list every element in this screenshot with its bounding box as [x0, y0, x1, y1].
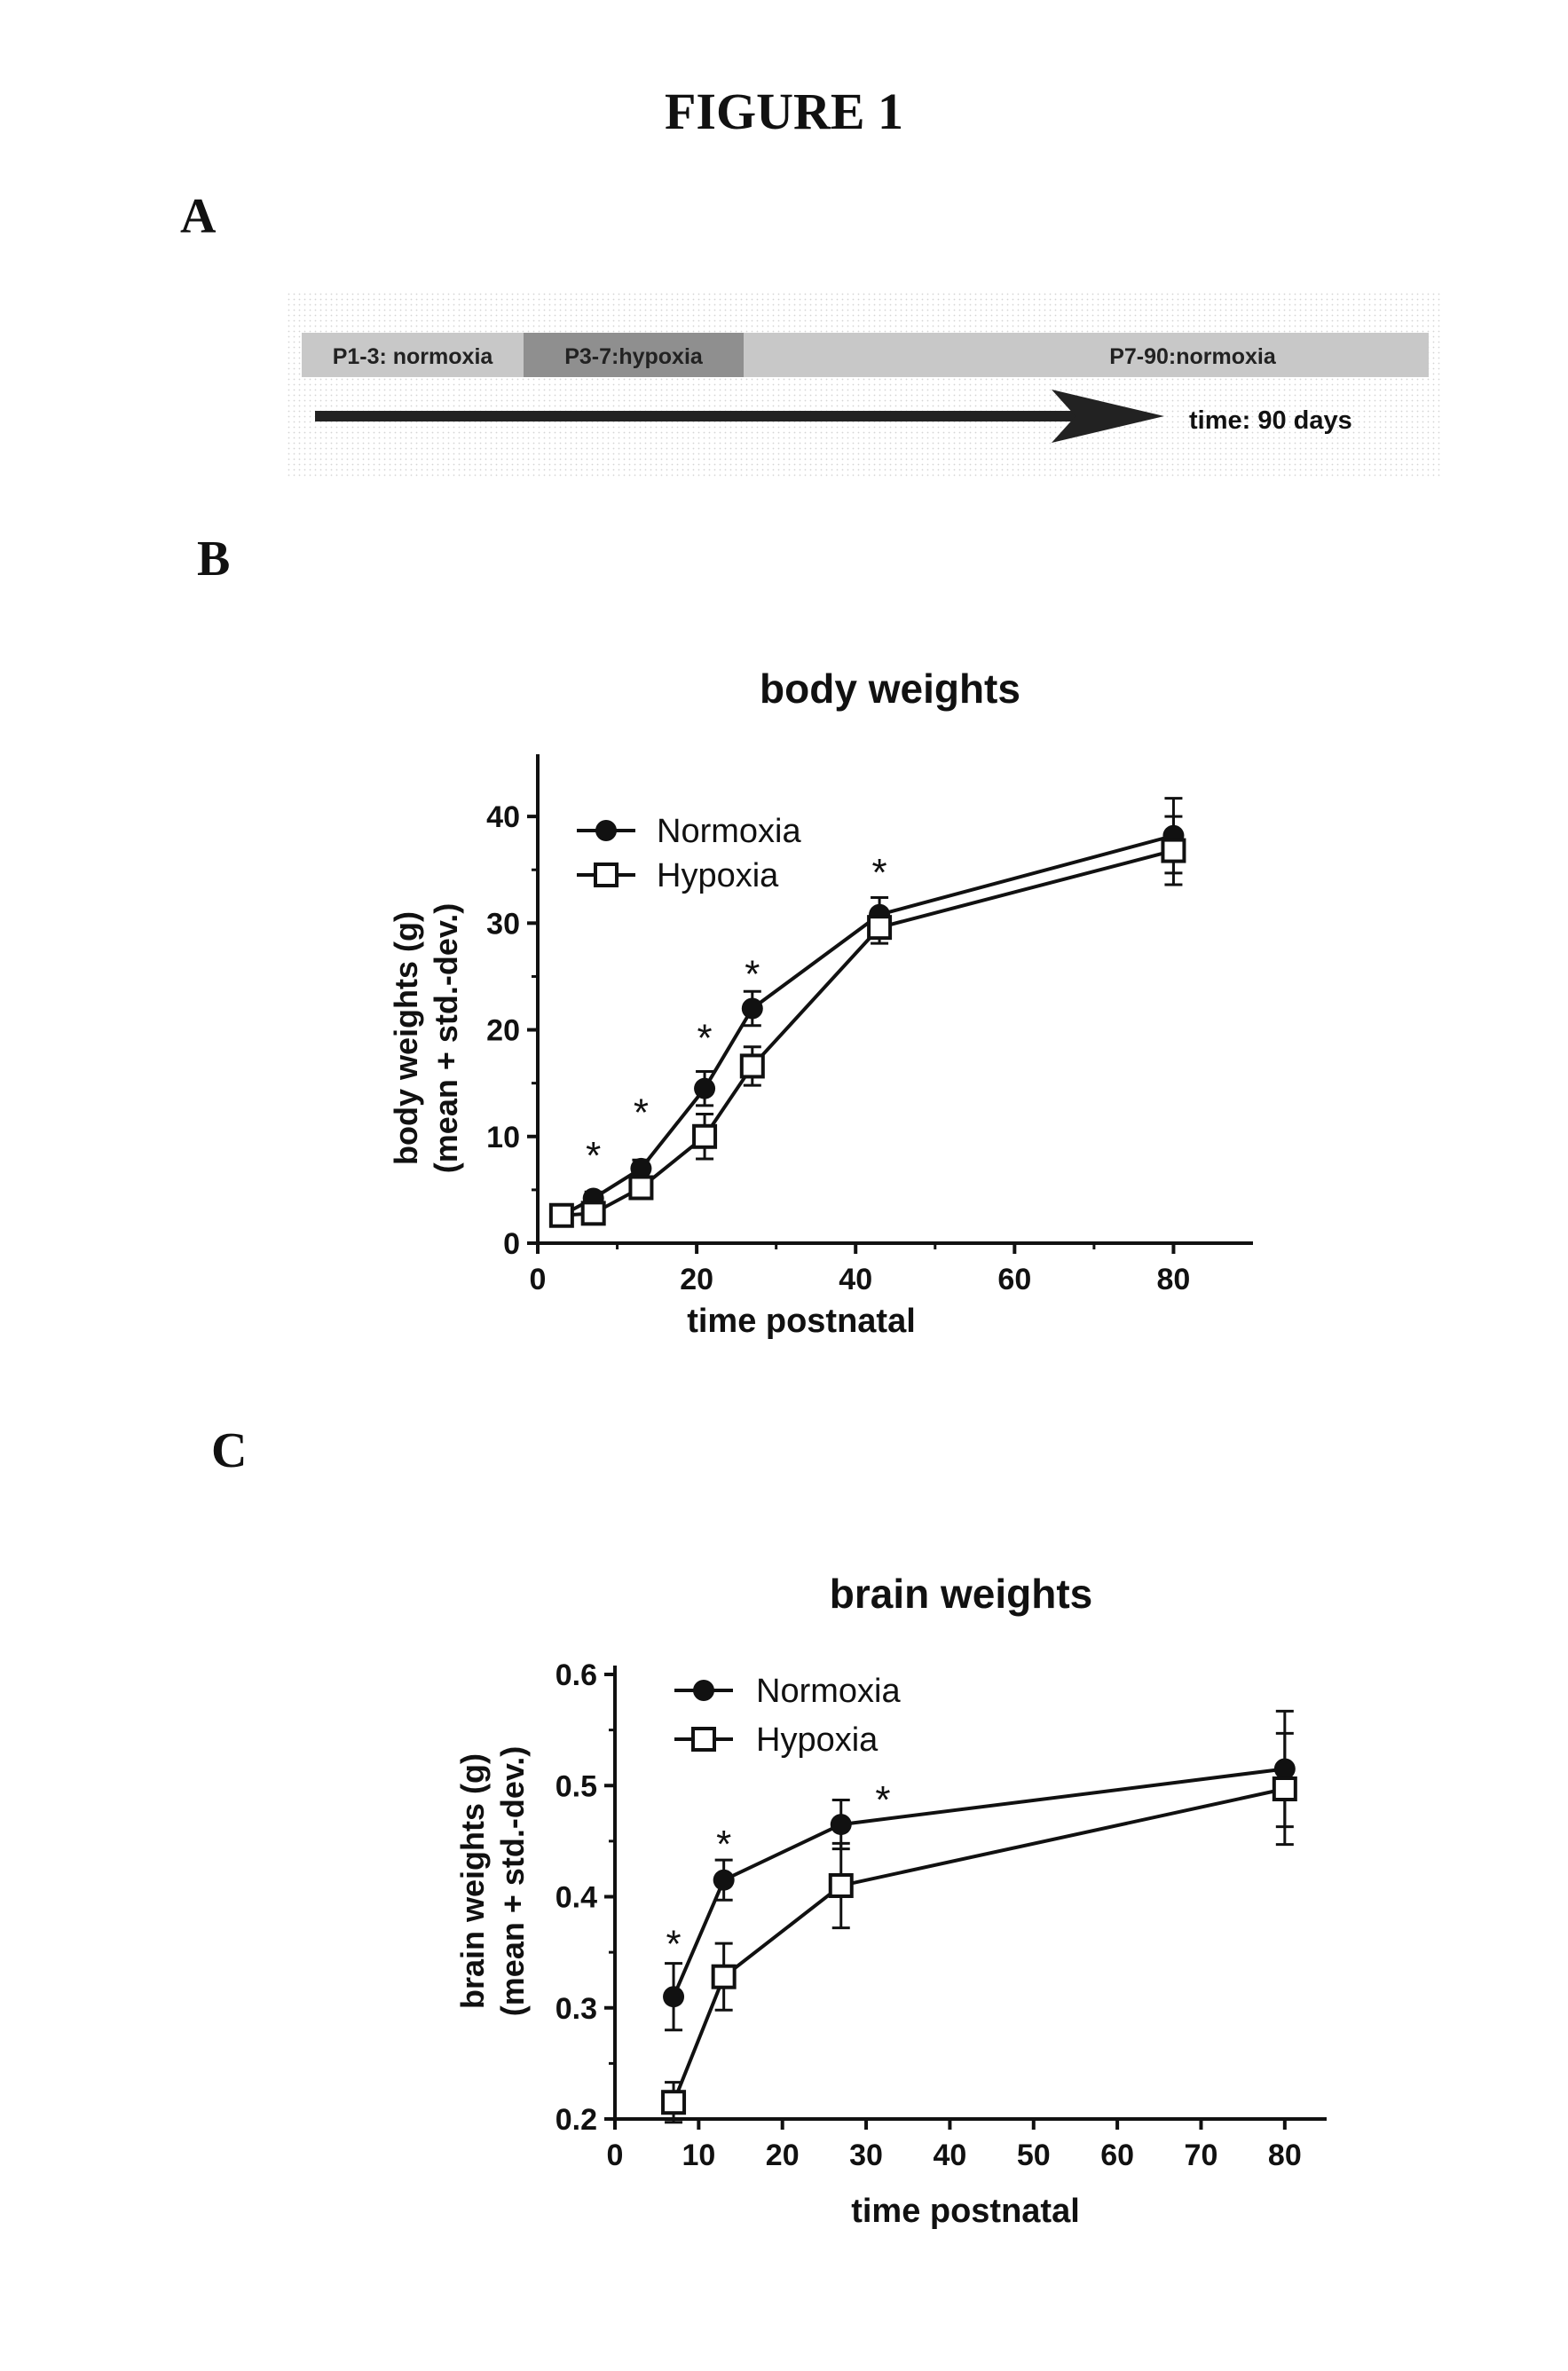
body-hypoxia-line: [562, 851, 1174, 1216]
timeline-background: [287, 291, 1440, 479]
brain-normoxia-point: [1274, 1758, 1296, 1779]
body-y-axis-label-line1: body weights (g): [388, 911, 424, 1165]
brain-y-tick-label: 0.6: [555, 1658, 597, 1692]
timeline-segments: P1-3: normoxia P3-7:hypoxia P7-90:normoxia: [302, 333, 1429, 377]
body-legend: Normoxia Hypoxia: [577, 813, 801, 894]
body-x-axis-label: time postnatal: [687, 1303, 916, 1340]
brain-legend-normoxia-label: Normoxia: [756, 1673, 901, 1710]
brain-normoxia-line: [674, 1768, 1285, 1997]
body-hypoxia-point: [869, 917, 890, 938]
body-x-tick-label: 60: [997, 1263, 1031, 1296]
brain-y-axis-label-line2: (mean + std.-dev.): [494, 1746, 531, 2016]
body-x-tick-label: 80: [1157, 1263, 1191, 1296]
brain-x-tick-label: 60: [1100, 2139, 1134, 2172]
timeline-diagram: P1-3: normoxia P3-7:hypoxia P7-90:normoxia…: [0, 0, 1568, 497]
brain-legend-hypoxia-label: Hypoxia: [756, 1721, 879, 1759]
brain-hypoxia-point: [713, 1966, 735, 1988]
body-hypoxia-point: [742, 1055, 763, 1076]
timeline-segment-label-2: P7-90:normoxia: [1109, 344, 1277, 369]
body-weights-chart: body weights 0 10 20 30 40 0 20 40 60 80 * * * * * tim…: [0, 621, 1568, 1375]
brain-x-tick-label: 70: [1185, 2139, 1218, 2172]
body-hypoxia-point: [583, 1202, 604, 1224]
body-hypoxia-point: [1162, 840, 1184, 862]
brain-hypoxia-point: [1274, 1778, 1296, 1800]
timeline-segment-2: [744, 333, 1429, 377]
body-x-tick-label: 40: [839, 1263, 872, 1296]
body-significance-marker: *: [697, 1017, 713, 1060]
brain-normoxia-point: [663, 1986, 684, 2007]
brain-y-tick-label: 0.2: [555, 2103, 597, 2137]
timeline-segment-label-0: P1-3: normoxia: [333, 344, 494, 369]
body-hypoxia-point: [630, 1177, 651, 1198]
timeline-segment-label-1: P3-7:hypoxia: [564, 344, 704, 369]
brain-y-tick-label: 0.3: [555, 1992, 597, 2026]
body-significance-marker: *: [586, 1134, 601, 1178]
brain-weights-chart: brain weights 0.2 0.3 0.4 0.5 0.6 0 10 20 30 40 50…: [0, 1526, 1568, 2289]
brain-x-tick-label: 0: [607, 2139, 624, 2172]
brain-legend-hypoxia-marker: [693, 1729, 714, 1750]
brain-x-tick-label: 10: [682, 2139, 715, 2172]
panel-label-b: B: [197, 531, 230, 587]
brain-chart-title: brain weights: [830, 1571, 1092, 1617]
body-y-tick-label: 20: [486, 1014, 520, 1048]
brain-significance-marker: *: [666, 1923, 681, 1966]
brain-x-tick-label: 50: [1017, 2139, 1051, 2172]
brain-x-tick-label: 30: [849, 2139, 883, 2172]
body-y-tick-label: 0: [503, 1227, 520, 1261]
body-legend-hypoxia-marker: [595, 864, 617, 886]
body-y-tick-label: 40: [486, 800, 520, 834]
body-legend-normoxia-marker: [595, 820, 617, 841]
body-hypoxia-point: [551, 1205, 572, 1226]
body-legend-normoxia-label: Normoxia: [657, 813, 801, 850]
brain-y-tick-label: 0.4: [555, 1881, 597, 1915]
brain-significance-marker: *: [875, 1778, 890, 1822]
body-y-axis-label-line2: (mean + std.-dev.): [428, 903, 464, 1173]
panel-label-c: C: [211, 1422, 247, 1479]
brain-x-axis-label: time postnatal: [851, 2193, 1080, 2230]
body-x-tick-label: 20: [680, 1263, 713, 1296]
body-y-tick-label: 30: [486, 907, 520, 941]
brain-x-tick-label: 80: [1268, 2139, 1302, 2172]
body-hypoxia-point: [694, 1126, 715, 1147]
body-significance-marker: *: [745, 952, 760, 996]
brain-hypoxia-point: [663, 2091, 684, 2113]
body-x-tick-label: 0: [530, 1263, 547, 1296]
timeline-arrow-label: time: 90 days: [1189, 406, 1352, 435]
brain-x-tick-label: 40: [933, 2139, 966, 2172]
body-legend-hypoxia-label: Hypoxia: [657, 857, 779, 894]
brain-y-tick-label: 0.5: [555, 1769, 597, 1803]
brain-x-tick-label: 20: [766, 2139, 800, 2172]
brain-plot-area: 0.2 0.3 0.4 0.5 0.6 0 10 20 30 40 50 60 70 80 * * *: [555, 1658, 1327, 2172]
body-significance-marker: *: [872, 851, 887, 894]
brain-normoxia-point: [831, 1814, 852, 1835]
body-normoxia-point: [742, 998, 763, 1020]
brain-hypoxia-line: [674, 1789, 1285, 2102]
brain-normoxia-point: [713, 1870, 735, 1891]
body-normoxia-point: [694, 1078, 715, 1099]
body-significance-marker: *: [634, 1091, 649, 1135]
body-y-tick-label: 10: [486, 1121, 520, 1154]
body-normoxia-line: [562, 836, 1174, 1216]
brain-legend: Normoxia Hypoxia: [674, 1673, 901, 1759]
brain-significance-marker: *: [716, 1823, 731, 1866]
brain-y-axis-label-line1: brain weights (g): [454, 1753, 491, 2009]
brain-legend-normoxia-marker: [693, 1680, 714, 1701]
body-chart-title: body weights: [760, 666, 1020, 712]
brain-hypoxia-point: [831, 1875, 852, 1896]
